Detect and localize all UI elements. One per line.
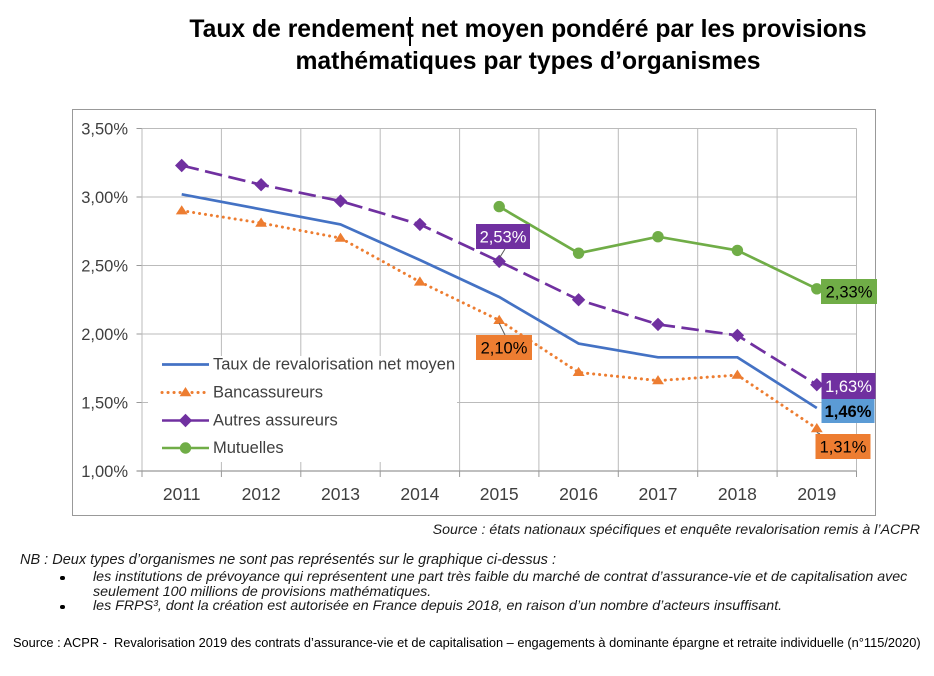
svg-text:2,50%: 2,50% [81, 258, 128, 276]
svg-text:1,46%: 1,46% [825, 403, 872, 421]
svg-text:1,31%: 1,31% [820, 438, 867, 456]
svg-text:Taux de revalorisation net moy: Taux de revalorisation net moyen [213, 356, 455, 374]
svg-text:2019: 2019 [797, 484, 836, 504]
svg-text:Autres assureurs: Autres assureurs [213, 412, 338, 430]
svg-text:Mutuelles: Mutuelles [213, 439, 284, 457]
svg-text:Bancassureurs: Bancassureurs [213, 384, 323, 402]
svg-text:2,10%: 2,10% [481, 339, 528, 357]
svg-text:1,50%: 1,50% [81, 395, 128, 413]
svg-text:2012: 2012 [242, 484, 281, 504]
svg-text:2016: 2016 [559, 484, 598, 504]
svg-text:1,00%: 1,00% [81, 463, 128, 481]
svg-text:2017: 2017 [639, 484, 678, 504]
svg-text:2015: 2015 [480, 484, 519, 504]
svg-text:3,00%: 3,00% [81, 189, 128, 207]
svg-text:2,53%: 2,53% [480, 228, 527, 246]
svg-text:2013: 2013 [321, 484, 360, 504]
svg-text:3,50%: 3,50% [81, 121, 128, 139]
svg-text:1,63%: 1,63% [825, 378, 872, 396]
svg-text:2014: 2014 [400, 484, 439, 504]
svg-text:2,33%: 2,33% [826, 283, 873, 301]
svg-text:2,00%: 2,00% [81, 326, 128, 344]
svg-text:2011: 2011 [163, 484, 201, 504]
svg-text:2018: 2018 [718, 484, 757, 504]
